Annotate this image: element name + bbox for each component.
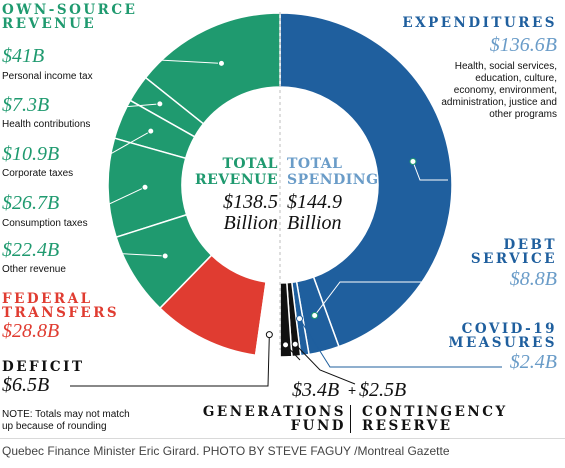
debt-service-amount: $8.8B (509, 268, 557, 290)
total-spending-heading-line2: SPENDING (287, 172, 379, 188)
personal-income-tax-label: Personal income tax (2, 71, 93, 82)
slice-federal_transfers (158, 254, 267, 357)
other-revenue-leader (68, 252, 166, 257)
slice-deficit (254, 281, 281, 358)
debt-heading-line2: SERVICE (470, 251, 557, 267)
other-revenue-label: Other revenue (2, 264, 66, 275)
federal-transfers-heading: FEDERAL TRANSFERS (2, 292, 119, 320)
deficit-dot (265, 331, 273, 339)
total-revenue-heading-line2: REVENUE (194, 172, 278, 188)
total-spending-heading-line1: TOTAL (287, 156, 343, 172)
generations-fund-heading: GENERATIONS FUND (203, 405, 346, 433)
deficit-leader (70, 334, 270, 387)
corporate-taxes-dot (147, 127, 155, 135)
health-contributions-amount: $7.3B (2, 94, 50, 116)
own-source-revenue-heading: OWN-SOURCE REVENUE (2, 3, 137, 31)
consumption-taxes-dot (141, 183, 149, 191)
own-source-heading-line1: OWN-SOURCE (2, 2, 138, 18)
total-revenue-amount: $138.5 (223, 191, 278, 213)
personal-income-tax-amount: $41B (2, 45, 45, 67)
contingency-reserve-heading: CONTINGENCY RESERVE (362, 405, 508, 433)
rounding-note: NOTE: Totals may not match up because of… (2, 409, 130, 433)
generations-heading-line1: GENERATIONS (202, 404, 346, 420)
other-revenue-amount: $22.4B (2, 239, 60, 261)
covid-measures-heading: COVID-19 MEASURES (449, 322, 558, 350)
photo-caption: Quebec Finance Minister Eric Girard. PHO… (2, 444, 450, 458)
total-revenue-heading-line1: TOTAL (222, 156, 278, 172)
generations-heading-line2: FUND (290, 418, 346, 434)
debt-service-leader (314, 281, 460, 316)
generations-fund-amount: $3.4B (292, 379, 340, 401)
expenditures-heading: EXPENDITURES (402, 15, 557, 31)
expenditures-amount: $136.6B (489, 34, 557, 56)
slice-health_contributions (129, 76, 205, 138)
total-revenue-block: TOTAL REVENUE $138.5 Billion (195, 156, 278, 234)
federal-heading-line1: FEDERAL (2, 291, 93, 307)
donut-slices (107, 12, 453, 358)
consumption-taxes-amount: $26.7B (2, 192, 60, 214)
expenditures-desc-line5: other programs (489, 109, 557, 120)
corporate-taxes-amount: $10.9B (2, 143, 60, 165)
covid-measures-leader (299, 318, 502, 368)
total-spending-block: TOTAL SPENDING $144.9 Billion (287, 156, 379, 234)
consumption-taxes-label: Consumption taxes (2, 218, 88, 229)
plus-sign: + (348, 382, 357, 398)
expenditures-dot (409, 158, 417, 166)
generations-fund-dot (282, 341, 290, 349)
rounding-note-line2: up because of rounding (2, 421, 107, 432)
health-contributions-dot (156, 100, 164, 108)
covid-heading-line2: MEASURES (448, 335, 557, 351)
debt-heading-line1: DEBT (503, 237, 557, 253)
contingency-reserve-leader (294, 343, 356, 385)
covid-measures-amount: $2.4B (509, 351, 557, 373)
corporate-taxes-label: Corporate taxes (2, 168, 74, 179)
expenditures-desc-line3: economy, environment, (453, 85, 557, 96)
contingency-reserve-amount: $2.5B (359, 379, 407, 401)
expenditures-description: Health, social services, education, cult… (441, 61, 557, 121)
expenditures-desc-line2: education, culture, (475, 73, 557, 84)
total-revenue-unit: Billion (223, 212, 278, 234)
expenditures-desc-line4: administration, justice and (441, 97, 557, 108)
rounding-note-line1: NOTE: Totals may not match (2, 409, 130, 420)
bottom-divider (350, 405, 351, 433)
expenditures-desc-line1: Health, social services, (454, 61, 557, 72)
covid-heading-line1: COVID-19 (461, 321, 557, 337)
own-source-heading-line2: REVENUE (2, 16, 97, 32)
federal-heading-line2: TRANSFERS (2, 305, 120, 321)
total-spending-amount: $144.9 (287, 191, 342, 213)
contingency-heading-line2: RESERVE (362, 418, 453, 434)
deficit-heading: DEFICIT (2, 359, 85, 375)
deficit-amount: $6.5B (2, 374, 50, 396)
consumption-taxes-leader (68, 186, 146, 207)
slice-other_revenue (115, 213, 213, 310)
caption-rule (0, 438, 565, 439)
debt-service-heading: DEBT SERVICE (471, 238, 557, 266)
contingency-heading-line1: CONTINGENCY (362, 404, 508, 420)
total-spending-unit: Billion (287, 212, 342, 234)
expenditures-leader (412, 161, 448, 181)
corporate-taxes-leader (68, 130, 152, 158)
health-contributions-label: Health contributions (2, 119, 91, 130)
covid-measures-dot (296, 315, 304, 323)
debt-service-dot (311, 311, 319, 319)
personal-income-tax-leader (58, 58, 222, 64)
contingency-reserve-dot (291, 340, 299, 348)
health-contributions-leader (68, 103, 160, 109)
slice-expenditures (279, 12, 453, 348)
personal-income-tax-dot (217, 59, 225, 67)
other-revenue-dot (161, 252, 169, 260)
leader-lines (58, 58, 502, 387)
federal-transfers-amount: $28.8B (2, 320, 60, 342)
